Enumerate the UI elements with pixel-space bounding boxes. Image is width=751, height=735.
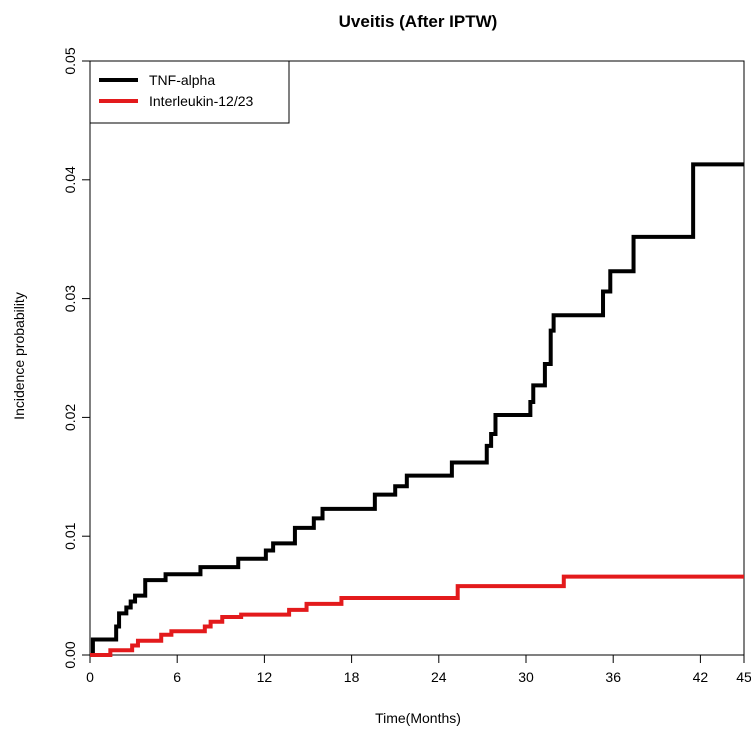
series-layer [90,162,744,657]
legend: TNF-alpha Interleukin-12/23 [89,60,290,124]
x-axis-label: Time(Months) [375,710,461,726]
legend-box [89,60,290,124]
x-tick-label: 24 [431,669,447,685]
legend-label-interleukin: Interleukin-12/23 [149,93,254,109]
y-tick-label: 0.03 [62,285,78,312]
y-tick-label: 0.05 [62,47,78,74]
series-line-1 [90,574,744,657]
x-tick-label: 36 [605,669,621,685]
y-tick-label: 0.00 [62,641,78,668]
x-tick-label: 6 [173,669,181,685]
series-line-0 [90,162,744,657]
x-tick-label: 30 [518,669,534,685]
y-tick-label: 0.04 [62,166,78,193]
x-tick-label: 0 [86,669,94,685]
x-tick-label: 18 [344,669,360,685]
plot-frame [89,60,745,656]
x-tick-label: 42 [693,669,709,685]
x-axis: 0 6 12 18 24 30 36 42 45 [86,655,751,685]
x-tick-label: 45 [736,669,751,685]
chart-title: Uveitis (After IPTW) [339,12,498,31]
y-axis: 0.00 0.01 0.02 0.03 0.04 0.05 [62,47,90,669]
y-axis-label: Incidence probability [11,292,27,420]
legend-label-tnf-alpha: TNF-alpha [149,72,215,88]
x-tick-label: 12 [257,669,273,685]
y-tick-label: 0.02 [62,404,78,431]
y-tick-label: 0.01 [62,522,78,549]
